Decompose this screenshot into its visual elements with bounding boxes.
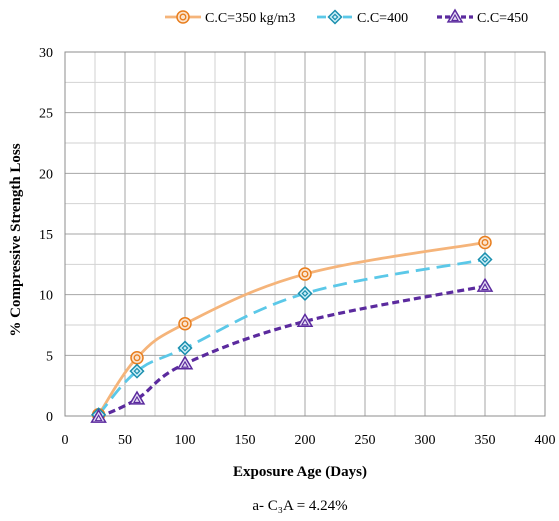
y-tick-label: 0 (46, 410, 53, 425)
x-tick-label: 100 (175, 433, 196, 448)
legend-marker (176, 10, 190, 24)
y-axis-title: % Compressive Strength Loss (8, 143, 24, 336)
y-tick-label: 5 (46, 349, 53, 364)
legend-entry-2: C.C=400 (317, 9, 408, 26)
data-point-3 (476, 277, 494, 292)
legend-marker (327, 9, 343, 25)
data-point-3 (90, 408, 107, 423)
series-line-3 (97, 284, 486, 419)
y-tick-label: 30 (39, 46, 53, 61)
legend-label: C.C=450 (477, 11, 528, 26)
x-axis-title: Exposure Age (Days) (233, 464, 367, 480)
data-point-3 (296, 312, 314, 328)
x-tick-label: 200 (295, 433, 316, 448)
data-point-2 (129, 363, 145, 379)
legend-label: C.C=350 kg/m3 (205, 11, 295, 26)
figure-caption: a- C₃A = 4.24% (252, 498, 347, 514)
legend-entry-1: C.C=350 kg/m3 (165, 10, 295, 26)
x-tick-label: 300 (415, 433, 436, 448)
x-tick-label: 50 (118, 433, 132, 448)
legend-label: C.C=400 (357, 11, 408, 26)
x-tick-label: 250 (355, 433, 376, 448)
x-tick-label: 150 (235, 433, 256, 448)
x-tick-label: 0 (62, 433, 69, 448)
y-tick-label: 10 (39, 289, 53, 304)
y-tick-label: 25 (39, 107, 53, 122)
y-tick-label: 15 (39, 228, 53, 243)
series-line-2 (97, 258, 486, 416)
data-point-2 (297, 285, 313, 302)
data-point-2 (177, 340, 193, 356)
data-point-1 (298, 267, 312, 281)
legend: C.C=350 kg/m3 C.C=400 C.C=450 (165, 8, 528, 26)
y-tick-label: 20 (39, 167, 53, 182)
data-point-1 (130, 351, 144, 365)
legend-entry-3: C.C=450 (437, 8, 528, 26)
data-point-3 (128, 390, 146, 405)
axes: 0 50 100 150 200 250 300 350 400 0 5 10 15 20 25 30 (39, 46, 556, 448)
data-point-2 (477, 251, 493, 268)
x-tick-label: 400 (535, 433, 556, 448)
series-lines (97, 241, 486, 419)
legend-marker (446, 8, 464, 23)
data-point-3 (176, 355, 194, 370)
x-tick-label: 350 (475, 433, 496, 448)
series-line-1 (97, 241, 486, 416)
data-point-1 (478, 235, 492, 250)
data-point-1 (178, 317, 192, 331)
series-markers (90, 235, 494, 423)
plot-frame (64, 51, 546, 417)
